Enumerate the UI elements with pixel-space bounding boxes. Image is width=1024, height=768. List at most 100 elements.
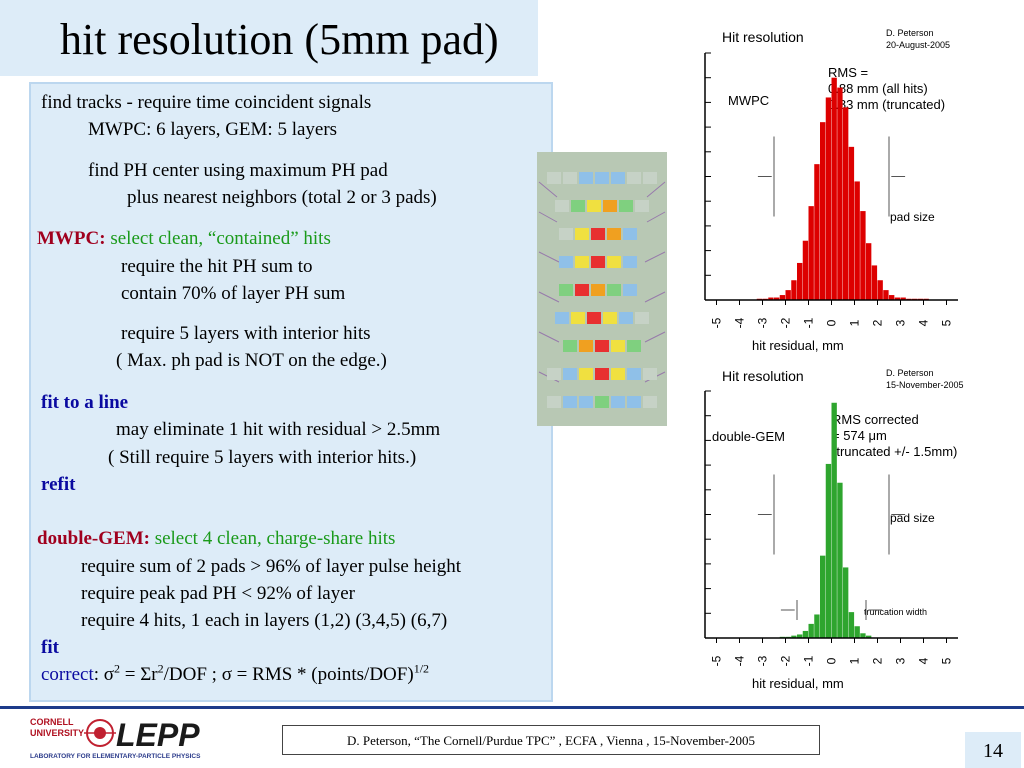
histogram-bar	[860, 633, 866, 638]
x-tick-label: -3	[756, 317, 770, 328]
chart-date: 20-August-2005	[886, 40, 950, 50]
mwpc-select: select clean, “contained” hits	[110, 228, 331, 249]
pad-size-label: pad size	[890, 511, 935, 525]
x-axis-label: hit residual, mm	[752, 676, 844, 691]
chart-author: D. Peterson	[886, 28, 934, 38]
formula-sigma: σ	[103, 664, 115, 685]
x-tick-label: -5	[710, 655, 724, 666]
histogram-bar	[768, 297, 774, 300]
text-line: plus nearest neighbors (total 2 or 3 pad…	[127, 187, 437, 208]
histogram-bar	[825, 97, 832, 301]
x-tick-label: 1	[848, 657, 862, 664]
histogram-bar	[854, 181, 860, 300]
histogram-bar	[871, 265, 878, 300]
histogram-bar	[791, 635, 797, 638]
x-axis-label: hit residual, mm	[752, 338, 844, 353]
text-line: find PH center using maximum PH pad	[88, 160, 388, 181]
fit-line-heading: fit to a line	[41, 392, 129, 413]
axes-group: -5 -4 -3 -2 -1 0 1 2 3 4 5	[704, 390, 958, 666]
histogram-bar	[814, 164, 820, 300]
svg-text:LEPP: LEPP	[116, 717, 200, 753]
gem-line: double-GEM: select 4 clean, charge-share…	[37, 528, 395, 550]
svg-text:CORNELL: CORNELL	[30, 717, 74, 727]
chart-series-label: double-GEM	[712, 429, 785, 444]
slide-title: hit resolution (5mm pad)	[60, 15, 499, 64]
footer-divider	[0, 706, 1024, 709]
formula-line: correct: σ2 = Σr2/DOF ; σ = RMS * (point…	[41, 661, 430, 686]
histogram-bar	[797, 634, 803, 638]
page-number: 14	[983, 740, 1003, 762]
truncation-label: truncation width	[864, 607, 927, 617]
histogram-bar	[785, 290, 791, 300]
markers-group	[757, 136, 906, 217]
histogram-bar	[802, 240, 809, 300]
x-tick-label: 3	[894, 319, 908, 326]
histogram-bar	[802, 630, 809, 638]
x-tick-label: 4	[917, 319, 931, 326]
histogram-bar	[860, 211, 866, 300]
histogram-bar	[791, 280, 797, 300]
x-tick-label: 1	[848, 319, 862, 326]
mwpc-line: MWPC: select clean, “contained” hits	[37, 228, 331, 250]
gem-select: select 4 clean, charge-share hits	[154, 528, 396, 549]
text-line: MWPC: 6 layers, GEM: 5 layers	[88, 119, 338, 140]
x-tick-label: 2	[871, 319, 885, 326]
x-tick-label: 0	[825, 319, 839, 326]
x-tick-label: -2	[779, 655, 793, 666]
markers-group	[757, 474, 906, 620]
histogram-bar	[820, 122, 826, 300]
footer-citation: D. Peterson, “The Cornell/Purdue TPC” , …	[346, 733, 756, 748]
mwpc-histogram-panel: Hit resolution D. Peterson 20-August-200…	[690, 25, 966, 354]
cornell-lepp-logo: CORNELL UNIVERSITY LEPP LABORATORY FOR E…	[30, 717, 201, 760]
rms-line: RMS =	[828, 65, 868, 80]
rms-line: 0.83 mm (truncated)	[828, 97, 945, 112]
page-number-box: 14	[965, 732, 1021, 768]
text-line: require the hit PH sum to	[121, 256, 313, 277]
correct-label: correct	[41, 664, 94, 685]
gem-label: double-GEM:	[37, 528, 150, 549]
formula-colon: :	[93, 664, 100, 685]
text-line: ( Still require 5 layers with interior h…	[108, 447, 417, 468]
histogram-bar	[774, 297, 780, 300]
x-tick-label: 5	[940, 657, 954, 664]
chart-title: Hit resolution	[722, 368, 804, 384]
text-line: contain 70% of layer PH sum	[121, 283, 346, 304]
bars-group	[779, 402, 872, 638]
rms-line: 0.88 mm (all hits)	[828, 81, 928, 96]
refit-heading: refit	[41, 474, 76, 495]
histogram-bar	[808, 623, 814, 638]
histogram-bar	[843, 107, 849, 300]
histogram-bar	[825, 463, 832, 638]
histogram-bar	[866, 243, 872, 300]
x-tick-label: 0	[825, 657, 839, 664]
chart-title: Hit resolution	[722, 29, 804, 45]
x-tick-label: -2	[779, 317, 793, 328]
text-line: require 5 layers with interior hits	[121, 323, 371, 344]
pad-readout-image	[537, 152, 667, 426]
x-tick-label: 3	[894, 657, 908, 664]
text-line: find tracks - require time coincident si…	[41, 92, 372, 113]
formula-exponent: 1/2	[413, 661, 430, 676]
histogram-bar	[889, 295, 895, 300]
x-tick-label: -4	[733, 655, 747, 666]
histogram-bar	[866, 635, 872, 638]
svg-text:LABORATORY FOR ELEMENTARY-PART: LABORATORY FOR ELEMENTARY-PARTICLE PHYSI…	[30, 753, 201, 760]
gem-histogram-panel: Hit resolution D. Peterson 15-November-2…	[690, 365, 984, 692]
formula-mid: = Σr	[120, 664, 158, 685]
x-tick-label: -4	[733, 317, 747, 328]
rms-line: (truncated +/- 1.5mm)	[832, 444, 957, 459]
rms-line: = 574 μm	[832, 428, 887, 443]
svg-text:UNIVERSITY: UNIVERSITY	[30, 728, 84, 738]
histogram-bar	[848, 612, 855, 638]
histogram-bar	[831, 77, 837, 300]
histogram-bar	[837, 87, 843, 300]
text-line: ( Max. ph pad is NOT on the edge.)	[116, 350, 387, 371]
axes-group: -5 -4 -3 -2 -1 0 1 2 3 4 5	[704, 52, 958, 328]
pad-size-label: pad size	[890, 210, 935, 224]
gem-histogram: Hit resolution D. Peterson 15-November-2…	[704, 368, 964, 691]
histogram-bar	[797, 262, 803, 300]
text-line: require 4 hits, 1 each in layers (1,2) (…	[81, 610, 448, 631]
bars-group	[756, 77, 929, 301]
content-box	[29, 82, 553, 702]
x-tick-label: -5	[710, 317, 724, 328]
